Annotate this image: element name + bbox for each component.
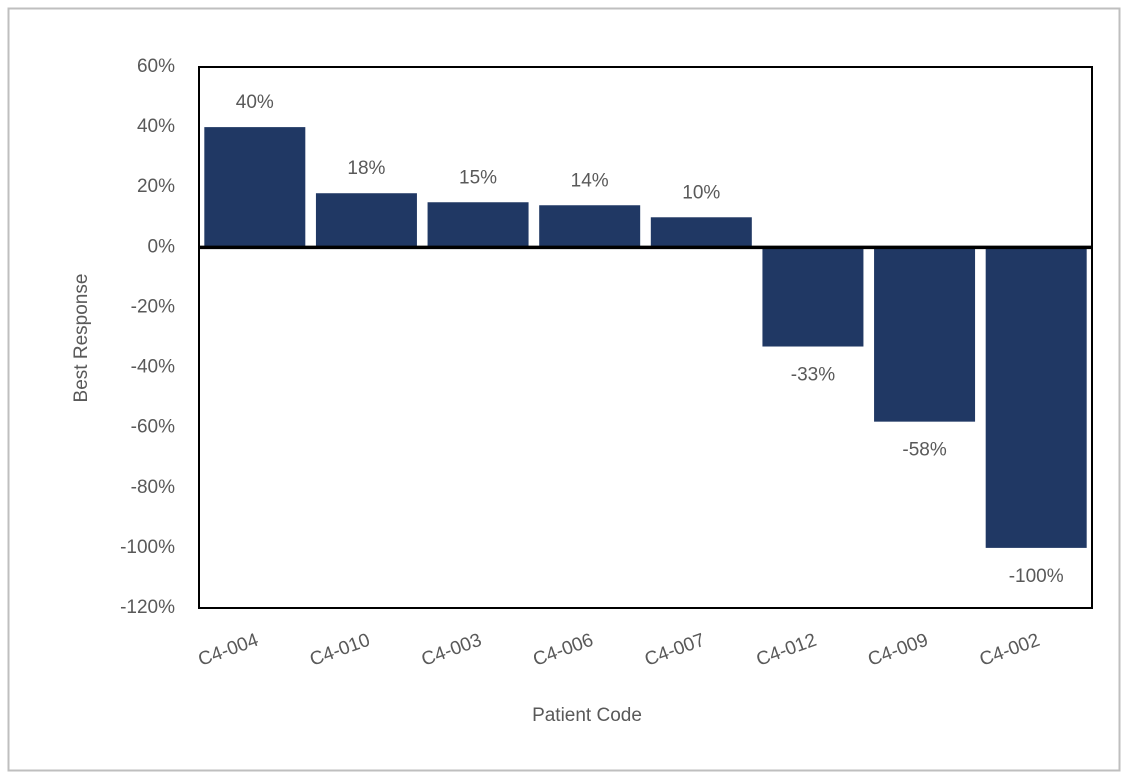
y-tick-label: -40% <box>131 357 175 378</box>
y-tick-label: 60% <box>137 56 175 77</box>
bar <box>204 127 306 248</box>
y-tick-label: 0% <box>148 236 176 257</box>
y-tick-label: -100% <box>120 537 175 558</box>
data-label: 14% <box>571 170 609 191</box>
bar <box>874 247 976 422</box>
data-label: -33% <box>791 365 835 386</box>
data-label: 18% <box>347 158 385 179</box>
bar <box>315 193 417 248</box>
data-label: -100% <box>1009 566 1064 587</box>
data-label: 10% <box>682 182 720 203</box>
bar <box>762 247 864 347</box>
data-label: -58% <box>902 440 946 461</box>
bar <box>427 202 529 248</box>
bar <box>985 247 1087 548</box>
bar <box>650 217 752 248</box>
bar <box>539 205 641 248</box>
data-label: 40% <box>236 92 274 113</box>
y-tick-label: 20% <box>137 176 175 197</box>
y-tick-label: -120% <box>120 597 175 618</box>
y-tick-label: -20% <box>131 296 175 317</box>
y-axis-title: Best Response <box>71 274 92 403</box>
x-axis-title: Patient Code <box>532 705 642 726</box>
plot-frame <box>198 66 1093 609</box>
data-label: 15% <box>459 167 497 188</box>
y-tick-label: -60% <box>131 417 175 438</box>
y-tick-label: 40% <box>137 116 175 137</box>
y-tick-label: -80% <box>131 477 175 498</box>
